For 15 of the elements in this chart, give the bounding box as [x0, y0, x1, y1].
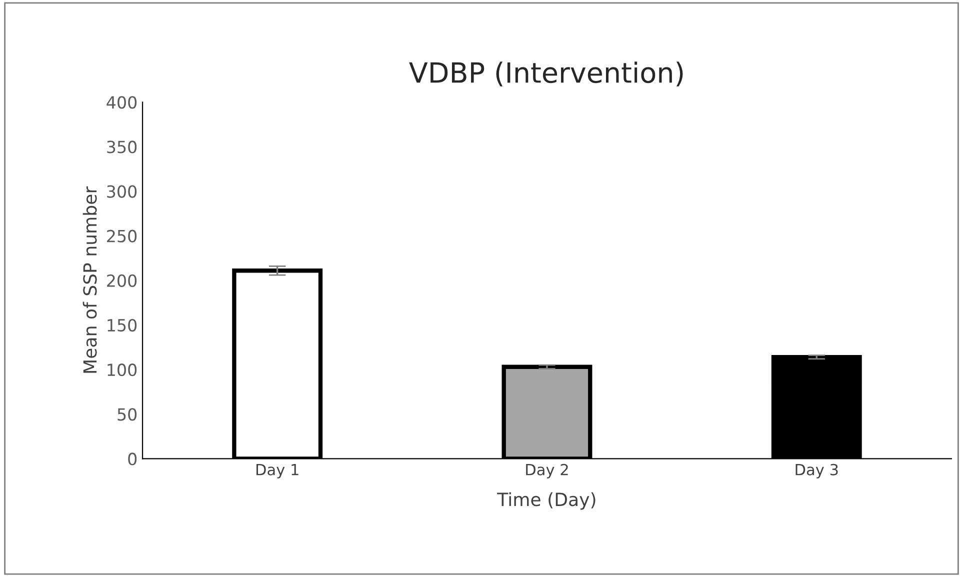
- x-tick-label: Day 2: [526, 464, 568, 478]
- chart-title: VDBP (Intervention): [409, 62, 683, 86]
- y-tick-label: 200: [107, 274, 137, 287]
- x-tick-label: Day 1: [256, 464, 298, 478]
- y-tick-label: 100: [108, 364, 137, 376]
- y-tick-label: 50: [118, 408, 137, 421]
- y-axis-title: Mean of SSP number: [82, 186, 97, 373]
- y-tick-label: 0: [128, 452, 137, 466]
- y-tick-label: 350: [107, 140, 137, 154]
- x-axis-title: Time (Day): [497, 492, 596, 510]
- y-tick-label: 250: [107, 230, 137, 242]
- y-tick-label: 300: [107, 185, 137, 198]
- x-tick-label: Day 3: [796, 464, 838, 478]
- y-tick-label: 150: [108, 318, 137, 332]
- y-tick-label: 400: [106, 96, 137, 109]
